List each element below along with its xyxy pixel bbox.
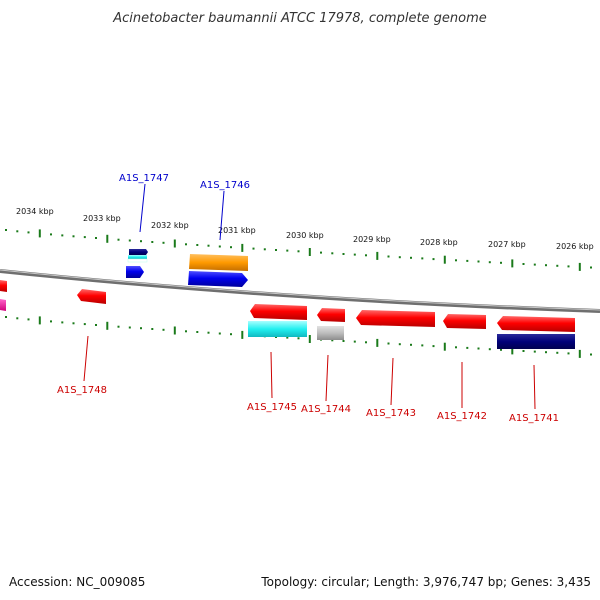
reverse-strand-features: [0, 280, 575, 349]
gene-a1s-1747[interactable]: [126, 249, 148, 278]
gene-label-a1s-1741[interactable]: A1S_1741: [509, 413, 559, 424]
tick-label-2027: 2027 kbp: [488, 240, 526, 249]
genome-backbone: [0, 269, 600, 313]
tick-label-2026: 2026 kbp: [556, 242, 594, 251]
tick-label-2029: 2029 kbp: [353, 235, 391, 244]
leader-a1s-1747: [139, 183, 146, 233]
map-title: Acinetobacter baumannii ATCC 17978, comp…: [112, 11, 487, 26]
tick-label-2032: 2032 kbp: [151, 221, 189, 230]
accession-text: Accession: NC_009085: [9, 575, 145, 589]
leader-a1s-1741: [533, 364, 536, 410]
tick-label-2030: 2030 kbp: [286, 231, 324, 240]
topology-text: Topology: circular; Length: 3,976,747 bp…: [260, 575, 591, 589]
label-leaders: [83, 183, 536, 410]
gene-label-a1s-1745[interactable]: A1S_1745: [247, 402, 297, 413]
leader-a1s-1743: [390, 357, 394, 406]
gene-label-a1s-1744[interactable]: A1S_1744: [301, 404, 351, 415]
gene-label-a1s-1742[interactable]: A1S_1742: [437, 411, 487, 422]
gene-a1s-1741[interactable]: [497, 316, 575, 349]
gene-labels: A1S_1747 A1S_1746 A1S_1748 A1S_1745 A1S_…: [57, 173, 559, 424]
tick-label-2033: 2033 kbp: [83, 214, 121, 223]
tick-label-2034: 2034 kbp: [16, 207, 54, 216]
gene-a1s-1745[interactable]: [248, 304, 307, 337]
gene-label-a1s-1747[interactable]: A1S_1747: [119, 173, 169, 184]
forward-strand-features: [126, 249, 248, 287]
tick-label-2028: 2028 kbp: [420, 238, 458, 247]
genome-backbone-highlight: [0, 269, 600, 311]
gene-label-a1s-1746[interactable]: A1S_1746: [200, 180, 250, 191]
tick-label-2031: 2031 kbp: [218, 226, 256, 235]
leader-a1s-1745: [270, 351, 273, 399]
gene-edge-left: [0, 280, 7, 311]
gene-a1s-1744[interactable]: [317, 308, 345, 340]
ruler-labels: 2034 kbp 2033 kbp 2032 kbp 2031 kbp 2030…: [16, 207, 594, 251]
gene-a1s-1748[interactable]: [77, 289, 106, 304]
gene-a1s-1746[interactable]: [188, 254, 248, 287]
gene-a1s-1742[interactable]: [443, 314, 486, 329]
leader-a1s-1748: [83, 335, 89, 382]
leader-a1s-1744: [325, 354, 329, 402]
gene-a1s-1743[interactable]: [356, 310, 435, 327]
leader-a1s-1746: [219, 190, 225, 241]
gene-label-a1s-1748[interactable]: A1S_1748: [57, 385, 107, 396]
gene-label-a1s-1743[interactable]: A1S_1743: [366, 408, 416, 419]
ruler-upper-ticks: [5, 229, 592, 271]
